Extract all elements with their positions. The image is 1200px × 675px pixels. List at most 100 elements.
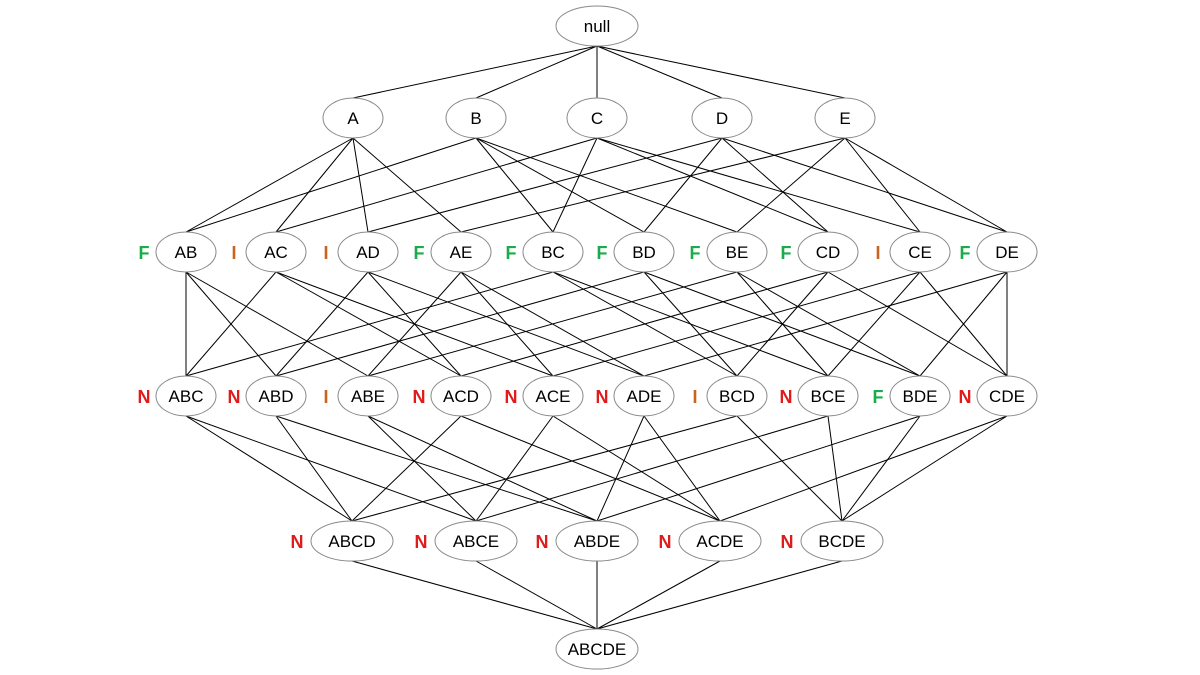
node-null: null — [555, 5, 639, 47]
node-ellipse — [555, 5, 639, 47]
node-ellipse — [430, 375, 492, 417]
node-ellipse — [337, 375, 399, 417]
edge-ABCD-ABCDE — [351, 560, 598, 630]
node-bc: BC F — [506, 231, 584, 273]
node-label: A — [347, 109, 359, 128]
node-ellipse — [691, 97, 753, 139]
edge-A-AE — [352, 137, 462, 233]
node-ellipse — [706, 231, 768, 273]
status-mark: I — [323, 387, 328, 407]
status-mark: I — [875, 243, 880, 263]
node-label: D — [716, 109, 728, 128]
edge-null-A — [352, 45, 598, 99]
node-label: BE — [726, 243, 749, 262]
status-mark: F — [690, 243, 701, 263]
edge-CDE-ACDE — [719, 415, 1008, 522]
status-mark: N — [596, 387, 609, 407]
node-d: D — [691, 97, 753, 139]
edge-BC-ABC — [185, 271, 554, 377]
edge-null-D — [596, 45, 723, 99]
node-abe: ABE I — [323, 375, 399, 417]
node-bcd: BCD I — [692, 375, 768, 417]
edge-AE-ACE — [460, 271, 554, 377]
node-label: null — [584, 17, 610, 36]
status-mark: N — [780, 387, 793, 407]
node-ellipse — [310, 520, 394, 562]
node-ellipse — [976, 375, 1038, 417]
status-mark: N — [228, 387, 241, 407]
status-mark: N — [959, 387, 972, 407]
node-label: B — [470, 109, 481, 128]
edge-A-AD — [352, 137, 369, 233]
edge-BD-BCD — [643, 271, 738, 377]
edge-C-CD — [596, 137, 829, 233]
edge-C-AC — [275, 137, 598, 233]
node-label: BCD — [719, 387, 755, 406]
lattice-edges — [185, 45, 1008, 630]
node-label: E — [839, 109, 850, 128]
status-mark: N — [781, 532, 794, 552]
edge-AB-ABE — [185, 271, 369, 377]
node-bd: BD F — [597, 231, 675, 273]
node-label: C — [591, 109, 603, 128]
edge-CD-CDE — [827, 271, 1008, 377]
node-label: ABCD — [328, 532, 375, 551]
node-label: CDE — [989, 387, 1025, 406]
node-label: BDE — [903, 387, 938, 406]
edge-C-BC — [552, 137, 598, 233]
edge-AE-ABE — [367, 271, 462, 377]
edge-BD-ABD — [275, 271, 645, 377]
edge-A-AB — [185, 137, 354, 233]
node-ade: ADE N — [596, 375, 675, 417]
edge-E-CE — [844, 137, 921, 233]
node-ellipse — [155, 375, 217, 417]
edge-AD-ABD — [275, 271, 369, 377]
edge-ABD-ABCD — [275, 415, 353, 522]
node-ellipse — [245, 375, 307, 417]
node-be: BE F — [690, 231, 768, 273]
edge-D-CD — [721, 137, 829, 233]
node-label: BC — [541, 243, 565, 262]
edge-D-BD — [643, 137, 723, 233]
edge-BE-BDE — [736, 271, 921, 377]
edge-AC-ABC — [185, 271, 277, 377]
node-ellipse — [797, 231, 859, 273]
node-label: CE — [908, 243, 932, 262]
node-ellipse — [678, 520, 762, 562]
status-mark: I — [231, 243, 236, 263]
edge-C-CE — [596, 137, 921, 233]
node-label: AB — [175, 243, 198, 262]
node-label: ABD — [259, 387, 294, 406]
status-mark: N — [413, 387, 426, 407]
node-b: B — [445, 97, 507, 139]
node-label: BD — [632, 243, 656, 262]
node-a: A — [322, 97, 384, 139]
node-label: AE — [450, 243, 473, 262]
status-mark: N — [291, 532, 304, 552]
node-e: E — [814, 97, 876, 139]
node-abcd: ABCD N — [291, 520, 394, 562]
node-ellipse — [976, 231, 1038, 273]
edge-BCD-ABCD — [351, 415, 738, 522]
node-label: BCDE — [818, 532, 865, 551]
edge-D-DE — [721, 137, 1008, 233]
node-bce: BCE N — [780, 375, 859, 417]
edge-CDE-BCDE — [841, 415, 1008, 522]
edge-DE-ADE — [643, 271, 1008, 377]
node-cd: CD F — [781, 231, 859, 273]
edge-D-AD — [367, 137, 723, 233]
node-abce: ABCE N — [415, 520, 518, 562]
edge-null-B — [475, 45, 598, 99]
edge-ACE-ABCE — [475, 415, 554, 522]
status-mark: F — [597, 243, 608, 263]
node-label: BCE — [811, 387, 846, 406]
edge-CE-BCE — [827, 271, 921, 377]
edge-null-E — [596, 45, 846, 99]
node-acd: ACD N — [413, 375, 492, 417]
node-ellipse — [889, 231, 951, 273]
edge-CD-ACD — [460, 271, 829, 377]
node-ellipse — [445, 97, 507, 139]
edge-ACDE-ABCDE — [596, 560, 721, 630]
node-label: CD — [816, 243, 841, 262]
status-mark: I — [692, 387, 697, 407]
